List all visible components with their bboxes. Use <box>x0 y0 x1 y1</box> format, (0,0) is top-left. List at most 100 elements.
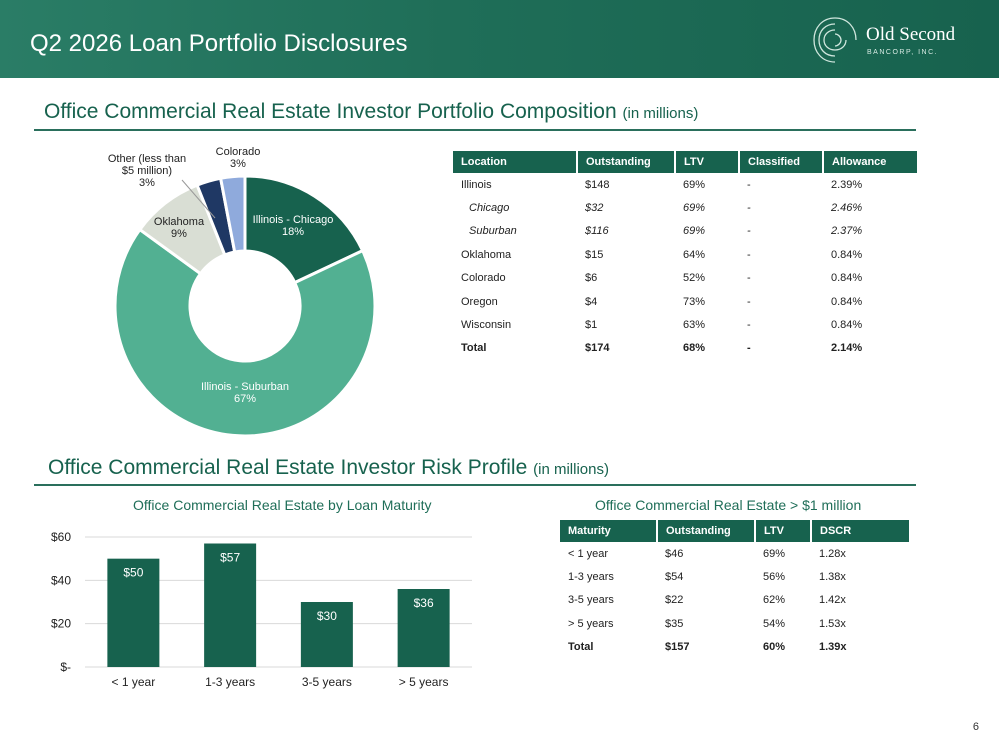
composition-cell: Oregon <box>461 295 498 308</box>
composition-header-cell: Classified <box>738 151 823 173</box>
maturity-cell: 56% <box>763 571 786 584</box>
composition-cell: 64% <box>683 248 706 261</box>
composition-row: Oklahoma $15 64% - 0.84% <box>453 243 917 266</box>
composition-cell: $1 <box>585 319 598 332</box>
composition-row: Suburban $116 69% - 2.37% <box>453 220 917 243</box>
x-tick-label: > 5 years <box>399 675 449 689</box>
page-number: 6 <box>972 721 979 733</box>
donut-value-label: 9% <box>171 228 187 240</box>
composition-cell: - <box>747 272 751 285</box>
donut-label: Oklahoma <box>154 216 205 228</box>
composition-cell: 69% <box>683 202 706 215</box>
composition-table: Location Outstanding LTV Classified Allowanc… <box>453 151 917 360</box>
maturity-cell: 54% <box>763 617 786 630</box>
maturity-cell: 1.28x <box>819 547 846 560</box>
x-tick-label: < 1 year <box>112 675 156 689</box>
maturity-cell: 1-3 years <box>568 571 614 584</box>
donut-slice <box>113 227 377 438</box>
section-composition-title: Office Commercial Real Estate Investor P… <box>44 100 698 124</box>
bar-value-label: $36 <box>414 596 434 610</box>
bar <box>107 558 160 667</box>
composition-cell: $174 <box>585 342 610 355</box>
bar-chart-title: Office Commercial Real Estate by Loan Ma… <box>133 497 432 513</box>
bar <box>300 602 353 667</box>
composition-cell: 0.84% <box>831 319 863 332</box>
donut-slice <box>218 174 247 254</box>
section-risk-title: Office Commercial Real Estate Investor R… <box>48 456 609 480</box>
leader-line <box>181 179 216 219</box>
maturity-table: Maturity Outstanding LTV DSCR < 1 year $46 69… <box>560 520 909 659</box>
maturity-cell: 69% <box>763 547 786 560</box>
maturity-cell: 1.38x <box>819 571 846 584</box>
maturity-row: < 1 year $46 69% 1.28x <box>560 542 909 565</box>
composition-header-cell: Location <box>453 151 577 173</box>
section-composition-unit: (in millions) <box>622 105 699 122</box>
composition-cell: $116 <box>585 225 609 238</box>
maturity-cell: 1.39x <box>819 641 847 654</box>
donut-slice <box>243 174 365 285</box>
header-banner: Q2 2026 Loan Portfolio Disclosures Old S… <box>0 0 999 78</box>
maturity-cell: Total <box>568 641 594 654</box>
maturity-cell: 1.42x <box>819 594 846 607</box>
maturity-total-row: Total $157 60% 1.39x <box>560 636 909 659</box>
maturity-header-cell: DSCR <box>810 520 909 542</box>
composition-cell: 63% <box>683 319 706 332</box>
maturity-cell: < 1 year <box>568 547 609 560</box>
maturity-header-cell: Outstanding <box>656 520 755 542</box>
composition-row: Wisconsin $1 63% - 0.84% <box>453 313 917 336</box>
maturity-cell: 60% <box>763 641 786 654</box>
bar-chart: $- $20 $40 $60 $50 < 1 year $57 1-3 years $30 3-5… <box>51 530 472 689</box>
composition-row: Chicago $32 69% - 2.46% <box>453 196 917 219</box>
maturity-cell: $22 <box>665 594 684 607</box>
bar-value-label: $50 <box>123 566 143 580</box>
composition-cell: Chicago <box>469 202 510 215</box>
composition-cell: - <box>747 225 751 238</box>
bar-value-label: $30 <box>317 609 337 623</box>
maturity-row: > 5 years $35 54% 1.53x <box>560 612 909 635</box>
composition-cell: Colorado <box>461 272 506 285</box>
composition-cell: 0.84% <box>831 295 863 308</box>
composition-cell: Wisconsin <box>461 319 512 332</box>
composition-cell: - <box>747 202 751 215</box>
composition-cell: $148 <box>585 178 610 191</box>
donut-label: Other (less than $5 million) <box>108 153 186 177</box>
bar <box>397 589 450 667</box>
composition-table-header: Location Outstanding LTV Classified Allowanc… <box>453 151 917 173</box>
composition-cell: $15 <box>585 248 604 261</box>
composition-cell: Total <box>461 342 487 355</box>
composition-header-cell: LTV <box>674 151 739 173</box>
composition-cell: 2.37% <box>831 225 863 238</box>
composition-header-cell: Outstanding <box>576 151 675 173</box>
maturity-cell: $46 <box>665 547 684 560</box>
composition-cell: $6 <box>585 272 598 285</box>
maturity-row: 3-5 years $22 62% 1.42x <box>560 589 909 612</box>
maturity-cell: 3-5 years <box>568 594 614 607</box>
composition-cell: - <box>747 248 751 261</box>
donut-value-label: 3% <box>230 158 246 170</box>
maturity-header-cell: LTV <box>754 520 811 542</box>
x-tick-label: 1-3 years <box>205 675 255 689</box>
maturity-cell: > 5 years <box>568 617 614 630</box>
composition-cell: 2.39% <box>831 178 863 191</box>
composition-cell: Suburban <box>469 225 517 238</box>
x-tick-label: 3-5 years <box>302 675 352 689</box>
y-tick-label: $- <box>60 660 71 674</box>
section-risk-unit: (in millions) <box>533 461 609 478</box>
donut-value-label: 3% <box>139 177 155 189</box>
composition-cell: 69% <box>683 178 706 191</box>
section-composition-title-text: Office Commercial Real Estate Investor P… <box>44 100 617 123</box>
y-tick-label: $60 <box>51 530 71 544</box>
composition-cell: - <box>747 295 751 308</box>
y-tick-label: $20 <box>51 617 71 631</box>
maturity-cell: $35 <box>665 617 684 630</box>
section-risk-title-text: Office Commercial Real Estate Investor R… <box>48 456 528 479</box>
maturity-cell: 62% <box>763 594 786 607</box>
donut-value-label: 18% <box>282 226 304 238</box>
maturity-cell: 1.53x <box>819 617 846 630</box>
composition-total-row: Total $174 68% - 2.14% <box>453 337 917 360</box>
composition-cell: 68% <box>683 342 706 355</box>
maturity-cell: $157 <box>665 641 690 654</box>
section-divider <box>34 484 916 486</box>
composition-row: Oregon $4 73% - 0.84% <box>453 290 917 313</box>
